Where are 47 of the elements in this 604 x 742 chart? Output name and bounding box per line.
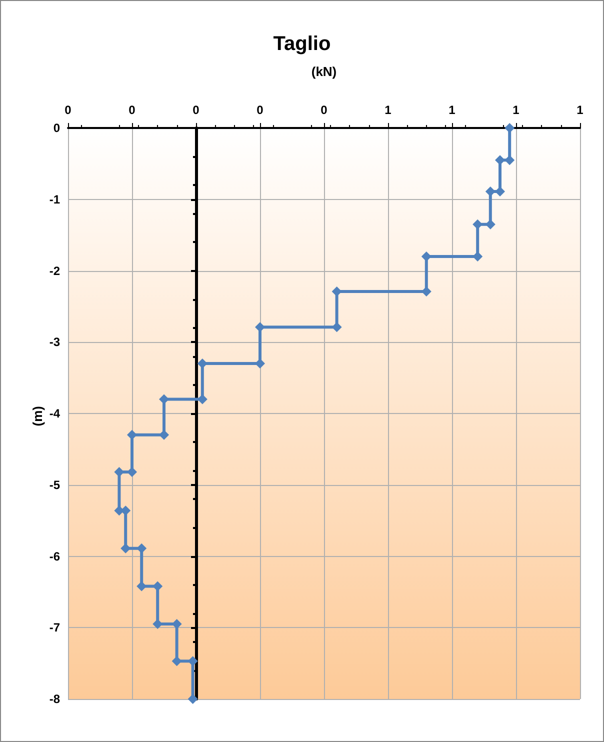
y-tick-label: -6 [49, 549, 60, 564]
point [188, 694, 198, 704]
point [120, 543, 131, 554]
point [159, 394, 169, 404]
y-tick-label: 0 [53, 121, 60, 135]
point [332, 286, 342, 296]
point [136, 543, 147, 554]
point [197, 394, 208, 404]
x-tick-label: 1 [576, 103, 584, 117]
point [188, 656, 198, 666]
y-tick-label: -1 [49, 192, 60, 206]
point [127, 430, 137, 440]
point [504, 123, 515, 133]
y-axis-title: (m) [30, 406, 45, 426]
point [172, 619, 182, 630]
x-tick-label: 1 [384, 103, 392, 117]
x-tick-label: 0 [64, 103, 72, 117]
x-tick-label: 0 [256, 103, 264, 117]
x-tick-label: 1 [448, 103, 456, 117]
point [421, 251, 432, 262]
point [197, 358, 208, 369]
point [120, 506, 131, 516]
point [136, 581, 147, 592]
point [114, 467, 124, 478]
x-tick-label: 1 [512, 103, 520, 117]
point [485, 186, 496, 197]
y-tick-label: -7 [49, 620, 60, 635]
x-tick-label: 0 [192, 103, 200, 117]
x-tick-label: 0 [128, 103, 136, 117]
point [495, 186, 505, 197]
point [485, 219, 496, 230]
x-axis-title: (kN) [311, 64, 337, 79]
y-tick-label: -3 [49, 335, 60, 350]
x-tick-label: 0 [320, 103, 328, 117]
chart-title: Taglio [273, 33, 331, 55]
point [472, 251, 483, 262]
point [504, 155, 515, 166]
point [152, 581, 163, 592]
y-tick-label: -5 [49, 478, 60, 492]
point [255, 358, 265, 369]
y-tick-label: -8 [49, 692, 60, 706]
y-tick-label: -2 [49, 264, 60, 278]
point [127, 467, 137, 478]
point [172, 656, 182, 666]
point [332, 322, 342, 332]
point [472, 219, 483, 230]
y-tick-label: -4 [49, 406, 60, 420]
